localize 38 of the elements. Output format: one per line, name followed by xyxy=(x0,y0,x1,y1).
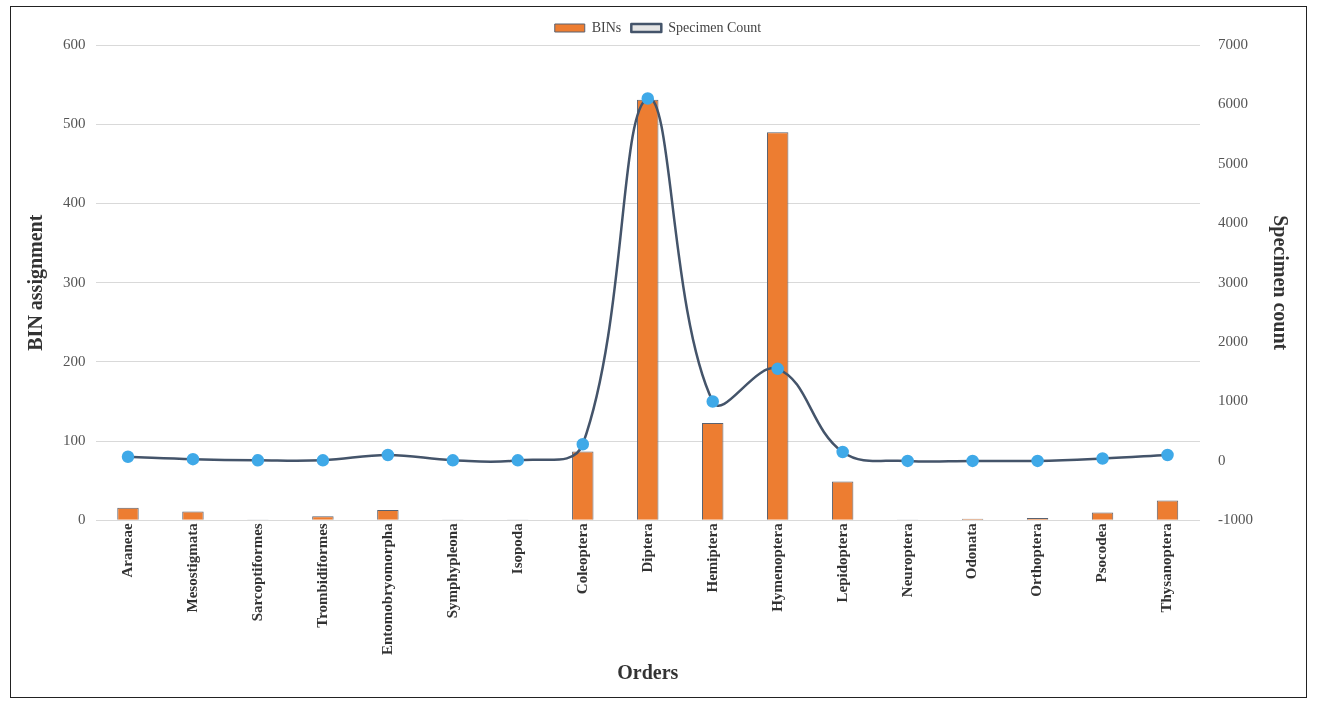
x-tick-label: Symphypleona xyxy=(443,522,460,619)
y-tick-label: 600 xyxy=(63,35,86,52)
y2-tick-label: 2000 xyxy=(1218,333,1248,350)
y-tick-label: 200 xyxy=(63,352,86,369)
x-tick-label: Araneae xyxy=(118,522,135,578)
x-tick-label: Thysanoptera xyxy=(1158,522,1175,613)
x-tick-label: Odonata xyxy=(963,522,980,580)
x-tick-label: Hymenoptera xyxy=(768,522,785,612)
y-tick-label: 0 xyxy=(78,511,86,528)
x-tick-label: Mesostigmata xyxy=(183,522,200,613)
y2-tick-label: 3000 xyxy=(1218,273,1248,290)
y2-tick-label: 4000 xyxy=(1218,214,1248,231)
y2-axis-title: Specimen count xyxy=(1268,215,1292,351)
x-tick-label: Entomobryomorpha xyxy=(378,522,395,656)
x-tick-label: Isopoda xyxy=(508,522,525,575)
x-tick-label: Trombidiformes xyxy=(313,523,330,628)
y-tick-label: 300 xyxy=(63,273,86,290)
y2-tick-label: -1000 xyxy=(1218,511,1253,528)
y-tick-label: 400 xyxy=(63,194,86,211)
y2-tick-label: 0 xyxy=(1218,451,1226,468)
x-axis-title: Orders xyxy=(617,661,679,684)
x-tick-label: Sarcoptiformes xyxy=(248,523,265,622)
y2-tick-label: 6000 xyxy=(1218,95,1248,112)
x-tick-label: Lepidoptera xyxy=(833,522,850,603)
y-axis-title: BIN assignment xyxy=(24,214,48,351)
legend-label: Specimen Count xyxy=(668,19,762,35)
x-tick-label: Psocodea xyxy=(1093,522,1110,583)
x-tick-label: Hemiptera xyxy=(703,522,720,593)
y-tick-label: 500 xyxy=(63,115,86,132)
y2-tick-label: 7000 xyxy=(1218,35,1248,52)
legend-label: BINs xyxy=(591,19,622,35)
x-tick-label: Orthoptera xyxy=(1028,522,1045,597)
x-tick-label: Diptera xyxy=(638,522,655,573)
x-tick-label: Coleoptera xyxy=(573,522,590,595)
y-tick-label: 100 xyxy=(63,432,86,449)
y2-tick-label: 5000 xyxy=(1218,154,1248,171)
y2-tick-label: 1000 xyxy=(1218,392,1248,409)
x-tick-label: Neuroptera xyxy=(898,522,915,598)
